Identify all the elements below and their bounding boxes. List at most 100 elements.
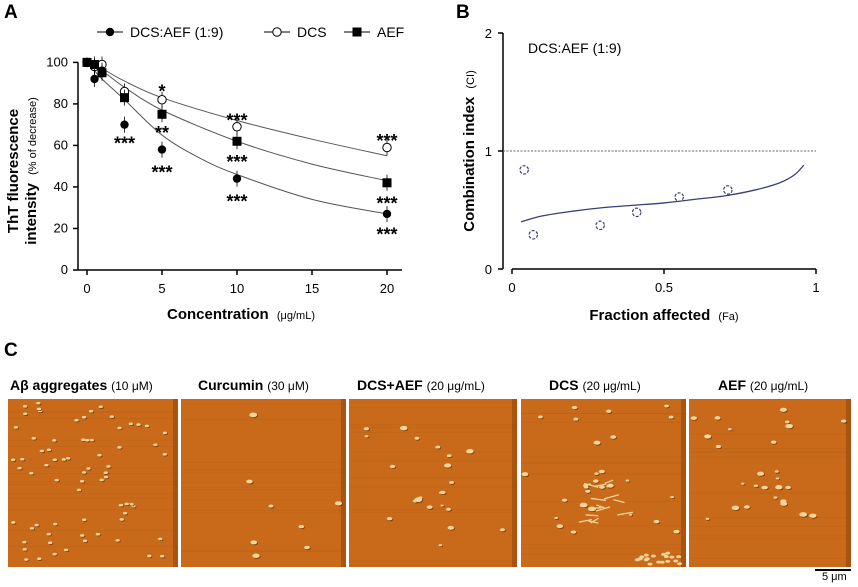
afm-particle <box>594 472 599 476</box>
afm-particle <box>268 504 274 508</box>
data-point <box>97 66 107 75</box>
afm-title-abeta: Aβ aggregates (10 μM) <box>10 377 153 393</box>
afm-particle <box>775 485 783 490</box>
afm-particle <box>426 505 433 509</box>
panel-label-c: C <box>4 340 18 361</box>
svg-text:Fraction affected (Fa): Fraction affected (Fa) <box>589 307 738 324</box>
afm-image-curcumin <box>181 399 346 567</box>
y-axis-unit-b: (CI) <box>465 70 477 88</box>
afm-fibril <box>596 504 605 509</box>
data-point <box>232 122 242 132</box>
afm-edge <box>846 399 851 567</box>
afm-particle <box>117 426 122 430</box>
afm-particle <box>66 456 71 460</box>
afm-particle <box>97 453 102 457</box>
ci-point <box>528 229 539 240</box>
significance-label: *** <box>376 193 397 213</box>
ci-point <box>519 165 529 175</box>
y-tick-label-b: 2 <box>485 26 492 41</box>
y-axis-unit-a: (% of decrease) <box>27 97 39 175</box>
afm-fibril <box>604 479 614 484</box>
y-tick-label-a: 60 <box>54 137 68 152</box>
significance-label: *** <box>114 133 135 153</box>
data-point <box>157 109 167 119</box>
afm-particle <box>44 463 49 467</box>
x-tick-label-a: 20 <box>380 281 394 296</box>
svg-text:intensity (% of decrease): intensity (% of decrease) <box>23 97 40 245</box>
afm-fibril <box>588 520 599 524</box>
afm-particle <box>593 479 599 483</box>
legend-label: DCS:AEF (1:9) <box>130 24 223 40</box>
x-axis-unit-b: (Fa) <box>718 311 738 323</box>
y-tick-label-a: 20 <box>54 220 68 235</box>
afm-particle <box>128 422 134 426</box>
legend-label: AEF <box>377 24 404 40</box>
afm-particle <box>625 479 630 482</box>
significance-label: *** <box>376 131 397 151</box>
significance-label: *** <box>226 152 247 172</box>
afm-particle <box>757 471 765 476</box>
afm-particle <box>29 527 35 530</box>
afm-particle <box>11 521 16 524</box>
afm-fibril <box>595 506 611 512</box>
ci-point <box>723 185 733 195</box>
significance-label: ** <box>155 123 169 143</box>
afm-particle <box>364 435 369 438</box>
afm-particle <box>785 485 791 490</box>
afm-particle <box>780 501 788 506</box>
afm-particle <box>22 548 27 551</box>
afm-particle <box>103 475 109 479</box>
afm-edge <box>681 399 686 567</box>
x-tick-label-a: 15 <box>305 281 319 296</box>
afm-particle <box>46 532 51 536</box>
afm-particle <box>63 548 69 552</box>
afm-particle <box>117 446 122 449</box>
afm-particle <box>36 407 42 411</box>
afm-title-dcs-name: DCS <box>549 377 579 393</box>
afm-particle <box>47 541 53 545</box>
afm-particle <box>252 553 260 559</box>
afm-particle <box>663 555 669 559</box>
significance-label: *** <box>226 191 247 211</box>
afm-background <box>349 399 517 567</box>
fit-curve-1 <box>86 62 388 215</box>
afm-particle <box>449 480 455 484</box>
afm-particle <box>129 502 134 506</box>
afm-background <box>521 399 686 567</box>
afm-particle <box>669 555 675 559</box>
afm-particle <box>588 506 596 512</box>
afm-fibril <box>592 507 602 509</box>
significance-label: *** <box>376 225 397 245</box>
afm-particle <box>298 524 305 529</box>
data-point <box>232 136 242 146</box>
scale-bar <box>815 569 851 571</box>
x-axis-label-a: Concentration <box>167 306 269 323</box>
data-point <box>157 95 167 105</box>
afm-title-dcs-aef-name: DCS+AEF <box>357 377 423 393</box>
y-axis-label-b: Combination index <box>461 96 478 232</box>
y-tick-label-b: 0 <box>485 262 492 277</box>
afm-particle <box>650 554 656 558</box>
afm-title-curcumin-conc: (30 μM) <box>267 379 309 393</box>
afm-particle <box>644 557 650 561</box>
afm-particle <box>52 552 57 556</box>
afm-particle <box>81 471 87 474</box>
afm-particle <box>29 471 34 475</box>
afm-particle <box>86 467 91 470</box>
afm-particle <box>115 539 120 542</box>
afm-particle <box>579 502 588 508</box>
afm-fibril <box>585 514 599 517</box>
afm-particle <box>389 464 396 469</box>
afm-particle <box>24 558 29 561</box>
svg-text:Combination index (CI): Combination index (CI) <box>461 70 478 232</box>
afm-particle <box>61 458 66 461</box>
afm-particle <box>20 457 25 461</box>
afm-particle <box>444 463 452 468</box>
afm-particle <box>440 504 444 507</box>
x-tick-label-a: 5 <box>158 281 165 296</box>
afm-particle <box>99 478 104 482</box>
afm-particle <box>840 419 847 423</box>
afm-particle <box>119 518 124 521</box>
afm-particle <box>17 466 22 470</box>
afm-particle <box>785 423 793 429</box>
